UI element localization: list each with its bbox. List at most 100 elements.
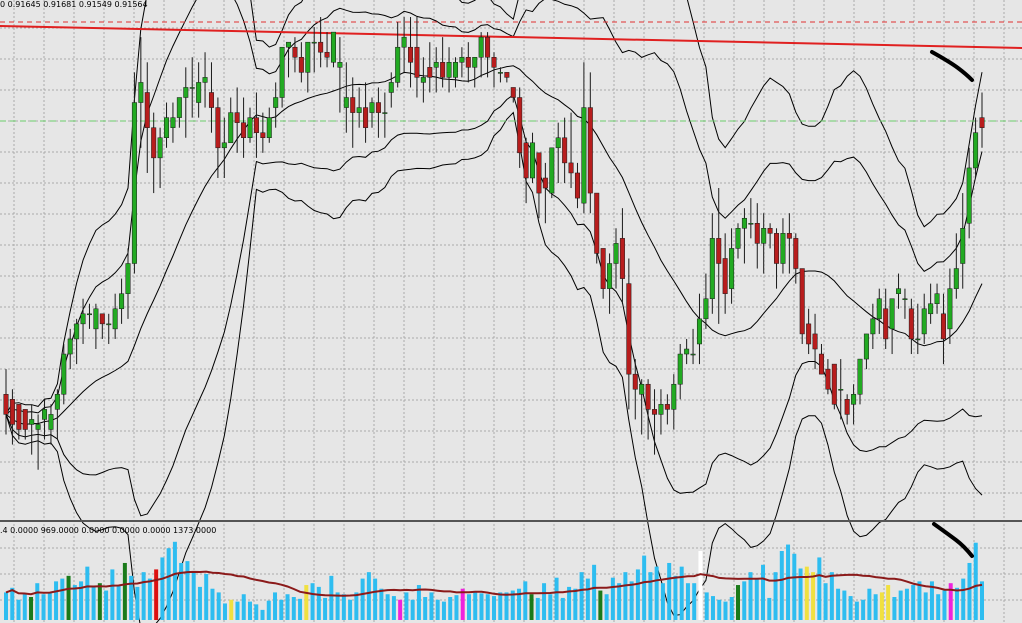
candle-body	[844, 399, 850, 415]
volume-bar	[967, 562, 972, 620]
volume-bar	[973, 542, 978, 620]
candle-body	[440, 62, 446, 78]
volume-bar	[248, 601, 252, 620]
volume-bar	[22, 594, 27, 620]
volume-bar	[654, 566, 659, 620]
volume-bar	[817, 557, 822, 620]
candle-body	[16, 404, 22, 430]
candle-body	[343, 97, 349, 108]
volume-bar	[329, 575, 334, 620]
volume-bar	[592, 564, 597, 620]
candle-body	[305, 41, 311, 73]
bollinger-upper-line	[5, 0, 983, 415]
candle-body	[311, 41, 317, 44]
annotation-stroke-volume	[932, 522, 974, 558]
volume-bar	[91, 586, 96, 620]
volume-bar	[629, 581, 634, 620]
volume-bar	[504, 592, 509, 620]
volume-bar	[917, 581, 922, 620]
candle-body	[189, 87, 195, 89]
candle-body	[106, 323, 112, 326]
candle-body	[318, 41, 324, 53]
volume-bar	[779, 551, 784, 620]
candle-body	[350, 97, 356, 113]
volume-bar	[736, 585, 740, 620]
volume-bar	[429, 592, 434, 620]
volume-bar	[122, 562, 127, 620]
candle-body	[581, 107, 587, 204]
volume-bar	[97, 583, 102, 620]
volume-bar	[754, 578, 759, 620]
volume-bar	[936, 594, 941, 620]
volume-bar	[147, 578, 152, 620]
candle-body	[131, 102, 137, 264]
volume-bar	[560, 597, 565, 620]
annotation-stroke-price	[930, 50, 974, 82]
volume-bar	[160, 557, 165, 620]
volume-bar	[573, 588, 578, 620]
volume-bar	[298, 598, 303, 620]
candle-body	[973, 132, 979, 169]
candle-body	[729, 248, 735, 289]
candle-body	[530, 142, 536, 179]
volume-bar	[798, 568, 803, 620]
candle-body	[825, 368, 831, 390]
candle-body	[491, 57, 497, 68]
volume-bar	[354, 592, 359, 620]
volume-bar	[179, 562, 184, 620]
candle-body	[292, 46, 298, 58]
candle-body	[799, 268, 805, 335]
candle-body	[485, 36, 491, 58]
candle-body	[42, 409, 48, 420]
candle-body	[465, 57, 471, 68]
candle-body	[979, 117, 985, 128]
volume-bar	[197, 586, 202, 620]
volume-bar	[16, 599, 21, 620]
volume-bar	[829, 572, 834, 620]
candles-layer	[3, 17, 985, 470]
candle-body	[215, 107, 221, 149]
volume-bar	[279, 599, 284, 620]
volume-bar	[923, 592, 928, 620]
volume-bar	[867, 588, 872, 620]
volume-bar	[823, 583, 828, 620]
candle-body	[696, 318, 702, 345]
volume-bar	[266, 600, 271, 620]
volume-bar	[335, 592, 340, 620]
candle-body	[253, 117, 259, 133]
candle-body	[228, 112, 234, 144]
candle-body	[35, 424, 41, 430]
volume-bar	[692, 583, 697, 620]
candle-body	[748, 223, 754, 225]
candle-body	[896, 288, 902, 294]
candle-body	[279, 46, 285, 98]
candle-body	[273, 97, 279, 108]
volume-bar	[604, 594, 609, 620]
candle-body	[138, 82, 144, 103]
candle-body	[151, 127, 157, 159]
candle-body	[818, 353, 824, 375]
price-grid	[0, 0, 1022, 518]
volume-bar	[316, 586, 321, 620]
candle-body	[99, 313, 105, 325]
volume-bar	[129, 575, 134, 620]
volume-bar	[904, 588, 909, 620]
candle-body	[22, 409, 28, 430]
volume-bar	[886, 585, 891, 620]
candle-body	[3, 394, 9, 415]
candle-body	[247, 117, 253, 138]
volume-bar	[642, 555, 647, 620]
candle-body	[86, 313, 92, 316]
candle-body	[902, 298, 908, 300]
volume-bar	[460, 588, 465, 620]
candle-body	[883, 308, 889, 340]
candle-body	[144, 92, 150, 128]
candle-body	[806, 323, 812, 345]
candle-body	[330, 31, 336, 63]
volume-bar	[391, 596, 396, 620]
volume-bar	[792, 553, 797, 620]
volume-bar	[523, 581, 528, 620]
volume-bar	[448, 597, 453, 620]
candle-body	[478, 36, 484, 58]
volume-bar	[748, 572, 753, 620]
